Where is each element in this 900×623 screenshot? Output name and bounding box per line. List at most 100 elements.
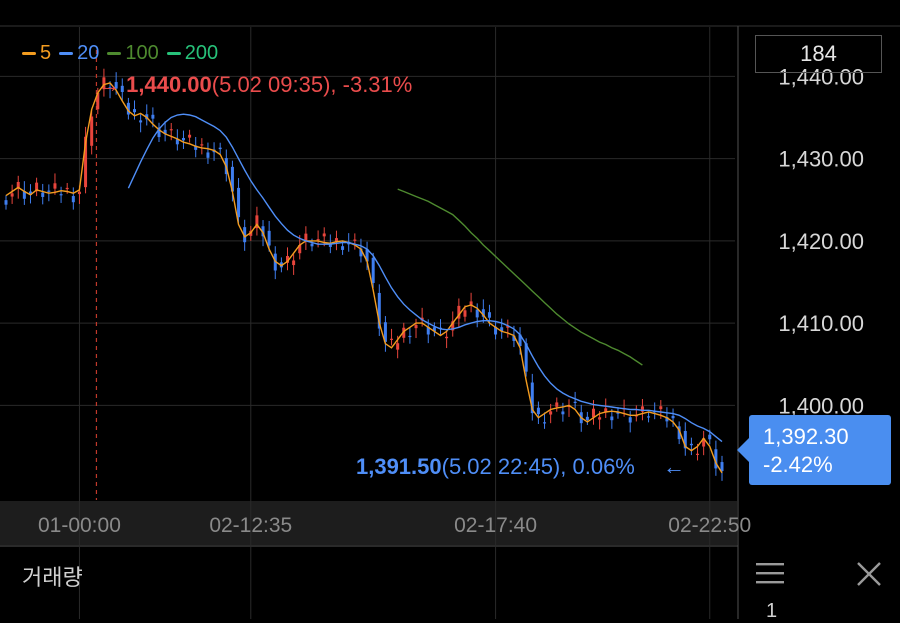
candle-body bbox=[512, 335, 516, 341]
ma100-line bbox=[397, 188, 643, 366]
candle-body bbox=[720, 462, 724, 472]
y-tick-label: 1,410.00 bbox=[778, 311, 864, 336]
candle-body bbox=[549, 411, 553, 415]
ma200-line-icon bbox=[166, 52, 181, 55]
candle-body bbox=[304, 233, 308, 242]
ma200-label: 200 bbox=[184, 42, 219, 64]
candle-body bbox=[696, 453, 700, 455]
current-price-value: 1,392.30 bbox=[763, 424, 849, 449]
candle-body bbox=[53, 183, 57, 189]
candle-body bbox=[383, 322, 387, 342]
candle-body bbox=[65, 187, 69, 190]
candle-body bbox=[47, 190, 51, 192]
candle-body bbox=[108, 87, 112, 89]
candle-body bbox=[188, 134, 192, 138]
candle-body bbox=[371, 257, 375, 283]
candle-body bbox=[494, 326, 498, 335]
candle-body bbox=[120, 85, 124, 92]
candle-body bbox=[628, 417, 632, 423]
ma20-line bbox=[127, 113, 723, 443]
candle-body bbox=[671, 415, 675, 419]
candle-body bbox=[555, 402, 559, 407]
candle-body bbox=[445, 336, 449, 339]
candle-body bbox=[524, 343, 528, 372]
candle-body bbox=[451, 321, 455, 331]
volume-axis-tick: 1 bbox=[766, 600, 778, 622]
candle-body bbox=[90, 116, 94, 146]
candle-body bbox=[163, 129, 167, 134]
candle-body bbox=[139, 120, 143, 123]
candle-body bbox=[598, 417, 602, 420]
right-arrow-icon: → bbox=[98, 72, 120, 97]
candle-body bbox=[463, 310, 467, 317]
candle-body bbox=[22, 191, 26, 199]
left-arrow-icon: ← bbox=[663, 454, 685, 479]
ma20-line-icon bbox=[59, 52, 74, 55]
ma5-line-icon bbox=[22, 52, 36, 55]
candle-body bbox=[585, 416, 589, 421]
candle-body bbox=[200, 144, 204, 146]
ma-legend-item-5[interactable]: 5 bbox=[22, 42, 51, 65]
candle-body bbox=[536, 407, 540, 415]
candle-body bbox=[689, 443, 693, 446]
candle-body bbox=[243, 227, 247, 243]
candle-body bbox=[616, 412, 620, 414]
candle-body bbox=[481, 309, 485, 317]
candle-body bbox=[500, 327, 504, 332]
x-axis-band bbox=[0, 501, 737, 545]
candle-body bbox=[96, 92, 100, 110]
candle-body bbox=[426, 326, 430, 335]
candle-body bbox=[286, 256, 290, 263]
candle-body bbox=[604, 408, 608, 412]
x-tick-label: 02-17:40 bbox=[454, 514, 537, 537]
candle-body bbox=[683, 430, 687, 449]
candle-body bbox=[316, 239, 320, 241]
period-count-box[interactable]: 184 bbox=[755, 35, 882, 73]
y-tick-label: 1,400.00 bbox=[778, 393, 864, 418]
candle-body bbox=[377, 292, 381, 329]
candle-body bbox=[322, 233, 326, 237]
ma-legend-item-200[interactable]: 200 bbox=[166, 42, 219, 65]
candle-body bbox=[35, 182, 39, 192]
y-tick-label: 1,440.00 bbox=[778, 64, 864, 89]
close-icon[interactable] bbox=[855, 560, 883, 588]
x-tick-label: 02-12:35 bbox=[209, 514, 292, 537]
candle-body bbox=[487, 312, 491, 318]
candle-body bbox=[133, 109, 137, 113]
candle-body bbox=[59, 194, 63, 196]
candle-body bbox=[102, 77, 106, 90]
candle-body bbox=[255, 215, 259, 229]
candle-body bbox=[543, 422, 547, 424]
ma-legend: 5 20 100 200 bbox=[22, 42, 218, 65]
ma5-line bbox=[5, 82, 723, 474]
candle-body bbox=[126, 102, 130, 115]
high-price-value: 1,440.00 bbox=[126, 72, 212, 97]
candle-body bbox=[414, 324, 418, 329]
y-tick-label: 1,420.00 bbox=[778, 229, 864, 254]
ma20-label: 20 bbox=[77, 42, 100, 64]
candle-body bbox=[469, 301, 473, 305]
ma5-label: 5 bbox=[40, 42, 52, 64]
candle-body bbox=[506, 325, 510, 328]
ma-legend-item-100[interactable]: 100 bbox=[107, 42, 159, 65]
candle-body bbox=[518, 334, 522, 347]
ma100-label: 100 bbox=[125, 42, 159, 64]
period-count: 184 bbox=[800, 41, 837, 66]
candle-body bbox=[475, 309, 479, 318]
ma-legend-item-20[interactable]: 20 bbox=[59, 42, 99, 65]
candle-body bbox=[561, 411, 565, 415]
menu-icon[interactable] bbox=[756, 561, 784, 585]
candle-body bbox=[114, 82, 118, 89]
candle-body bbox=[665, 417, 669, 422]
low-price-marker: 1,391.50(5.02 22:45), 0.06% ← bbox=[356, 454, 685, 480]
candle-body bbox=[84, 136, 88, 188]
candle-body bbox=[390, 338, 394, 340]
candle-body bbox=[341, 246, 345, 250]
candles bbox=[4, 68, 724, 481]
current-price-badge: 1,392.30 -2.42% bbox=[737, 415, 891, 485]
candle-body bbox=[659, 406, 663, 410]
candle-body bbox=[457, 305, 461, 319]
candle-body bbox=[702, 438, 706, 447]
candle-body bbox=[16, 181, 20, 189]
